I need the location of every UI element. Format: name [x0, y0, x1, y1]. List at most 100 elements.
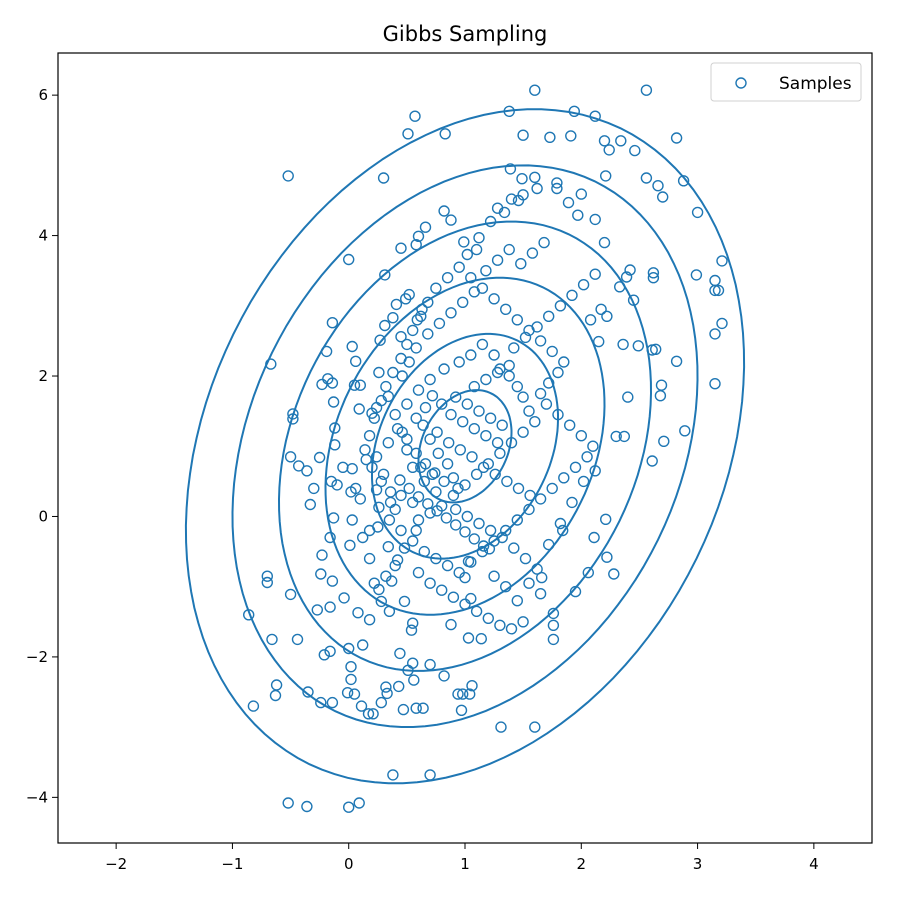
sample-point: [368, 577, 380, 589]
sample-point: [380, 570, 392, 582]
sample-point: [431, 426, 443, 438]
sample-point: [383, 514, 396, 526]
sample-point: [424, 577, 436, 589]
x-tick-label: 2: [577, 855, 587, 873]
sample-point: [551, 177, 563, 189]
sample-point: [709, 328, 721, 340]
sample-points: [242, 84, 728, 813]
sample-point: [375, 394, 387, 407]
sample-point: [326, 696, 339, 709]
sample-point: [363, 552, 376, 565]
sample-point: [546, 482, 558, 495]
contour-1: [417, 389, 513, 504]
sample-point: [338, 592, 350, 604]
sample-point: [558, 472, 570, 484]
sample-point: [436, 584, 448, 596]
sample-point: [473, 231, 485, 244]
sample-point: [316, 378, 328, 391]
sample-point: [383, 605, 396, 617]
sample-point: [412, 514, 425, 526]
sample-point: [403, 356, 415, 368]
sample-point: [345, 673, 357, 686]
sample-point: [416, 303, 428, 315]
sample-point: [459, 598, 471, 610]
sample-point: [395, 242, 407, 254]
sample-point: [348, 688, 361, 700]
sample-point: [329, 422, 341, 434]
sample-point: [354, 379, 366, 391]
sample-point: [568, 105, 580, 118]
sample-point: [438, 475, 450, 488]
sample-point: [331, 479, 343, 491]
sample-point: [540, 398, 553, 410]
sample-point: [575, 430, 587, 442]
sample-point: [508, 542, 520, 554]
y-tick-label: −2: [26, 648, 48, 666]
sample-point: [480, 430, 492, 442]
sample-point: [377, 172, 390, 184]
sample-point: [282, 170, 294, 182]
sample-point: [505, 437, 518, 449]
sample-point: [445, 307, 457, 319]
sample-point: [498, 206, 511, 219]
sample-point: [395, 489, 407, 502]
sample-point: [465, 349, 477, 361]
sample-point: [389, 559, 401, 572]
sample-point: [438, 363, 450, 375]
sample-point: [601, 551, 613, 563]
sample-point: [453, 566, 465, 579]
sample-point: [647, 267, 660, 279]
sample-point: [380, 380, 392, 393]
sample-point: [450, 503, 462, 516]
sample-point: [426, 390, 439, 402]
sample-point: [366, 461, 378, 473]
sample-point: [557, 524, 569, 537]
sample-point: [408, 674, 420, 686]
sample-point: [380, 681, 392, 693]
sample-point: [468, 533, 480, 545]
sample-point: [379, 269, 391, 281]
sample-point: [504, 163, 517, 175]
sample-point: [368, 412, 380, 424]
sample-point: [382, 541, 394, 553]
sample-point: [569, 585, 582, 598]
sample-point: [716, 255, 728, 267]
sample-point: [329, 439, 341, 451]
sample-point: [430, 552, 442, 565]
sample-point: [265, 358, 277, 370]
sample-point: [529, 416, 541, 428]
sample-point: [350, 482, 362, 495]
legend-marker: [735, 77, 747, 89]
sample-point: [517, 391, 529, 403]
sample-point: [470, 243, 483, 256]
sample-point: [600, 513, 612, 525]
sample-point: [459, 479, 471, 491]
sample-point: [531, 321, 543, 333]
sample-point: [670, 132, 683, 144]
sample-point: [419, 458, 432, 470]
sample-point: [484, 215, 497, 228]
sample-point: [417, 419, 429, 431]
sample-point: [453, 261, 465, 273]
sample-point: [433, 317, 446, 330]
sample-point: [457, 296, 469, 308]
sample-point: [424, 433, 436, 445]
sample-point: [516, 172, 528, 185]
sample-point: [419, 221, 432, 233]
sample-point: [617, 338, 629, 351]
sample-point: [480, 373, 492, 386]
sample-point: [461, 248, 473, 261]
sample-point: [480, 265, 492, 277]
sample-point: [405, 624, 418, 636]
sample-point: [505, 623, 518, 635]
sample-point: [500, 303, 512, 315]
sample-point: [581, 451, 593, 463]
sample-point: [589, 465, 601, 477]
sample-point: [589, 268, 601, 280]
sample-point: [466, 451, 478, 463]
sample-point: [572, 209, 584, 221]
sample-point: [484, 412, 497, 424]
sample-point: [327, 396, 340, 408]
sample-point: [370, 451, 383, 463]
